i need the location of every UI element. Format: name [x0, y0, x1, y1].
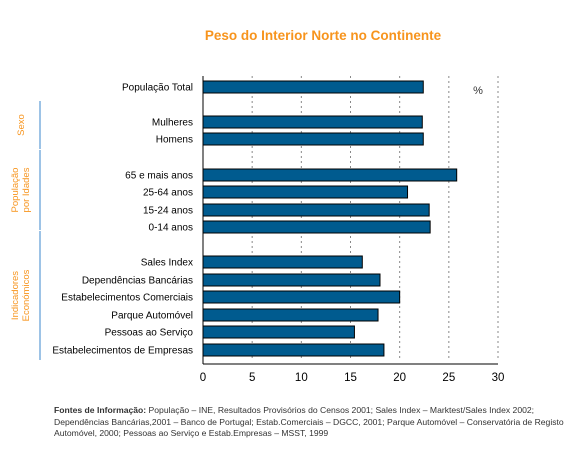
bar	[202, 115, 423, 129]
category-label: Dependências Bancárias	[82, 276, 193, 287]
x-tick-label: 5	[249, 372, 255, 384]
x-tick-label: 0	[200, 372, 206, 384]
bar	[202, 220, 431, 234]
chart-title: Peso do Interior Norte no Continente	[205, 28, 442, 43]
category-label: Mulheres	[152, 118, 193, 129]
bar	[202, 290, 401, 304]
bar	[202, 325, 355, 339]
x-tick-label: 30	[492, 372, 505, 384]
x-tick-label: 20	[393, 372, 406, 384]
sources-text: População – INE, Resultados Provisórios …	[54, 405, 564, 438]
category-label: Pessoas ao Serviço	[105, 328, 194, 339]
x-tick-label: 25	[442, 372, 455, 384]
category-label: Parque Automóvel	[111, 311, 193, 322]
sources-label: Fontes de Informação:	[54, 405, 147, 415]
bar	[202, 255, 363, 269]
group-label: Sexo	[16, 114, 27, 136]
category-label: 0-14 anos	[149, 223, 193, 234]
category-label: Homens	[156, 135, 193, 146]
bar	[202, 185, 409, 199]
bar	[202, 168, 458, 182]
bar	[202, 343, 385, 357]
category-label: 65 e mais anos	[125, 171, 193, 182]
bars	[202, 80, 458, 357]
category-label: População Total	[122, 83, 193, 94]
bar	[202, 273, 381, 287]
sources-note: Fontes de Informação: População – INE, R…	[54, 405, 574, 440]
group-annotations: Sexo População por Idades Indicadores Económ…	[10, 101, 41, 360]
group-label: População	[10, 168, 21, 213]
bar	[202, 203, 430, 217]
bar	[202, 132, 424, 146]
bar	[202, 308, 379, 322]
category-label: 15-24 anos	[143, 206, 193, 217]
category-label: Sales Index	[141, 258, 193, 269]
group-label: Indicadores	[10, 271, 21, 320]
category-label: 25-64 anos	[143, 188, 193, 199]
bar	[202, 80, 424, 94]
unit-label: %	[473, 85, 483, 97]
category-labels: População Total Mulheres Homens 65 e mais a…	[52, 83, 193, 357]
category-label: Estabelecimentos Comerciais	[61, 293, 193, 304]
x-tick-label: 15	[344, 372, 357, 384]
bar-chart: Peso do Interior Norte no Continente Pop…	[10, 28, 505, 384]
group-label: Económicos	[21, 269, 32, 321]
group-label: por Idades	[21, 167, 32, 212]
x-tick-labels: 0 5 10 15 20 25 30	[200, 372, 505, 384]
x-tick-label: 10	[295, 372, 308, 384]
category-label: Estabelecimentos de Empresas	[52, 346, 193, 357]
